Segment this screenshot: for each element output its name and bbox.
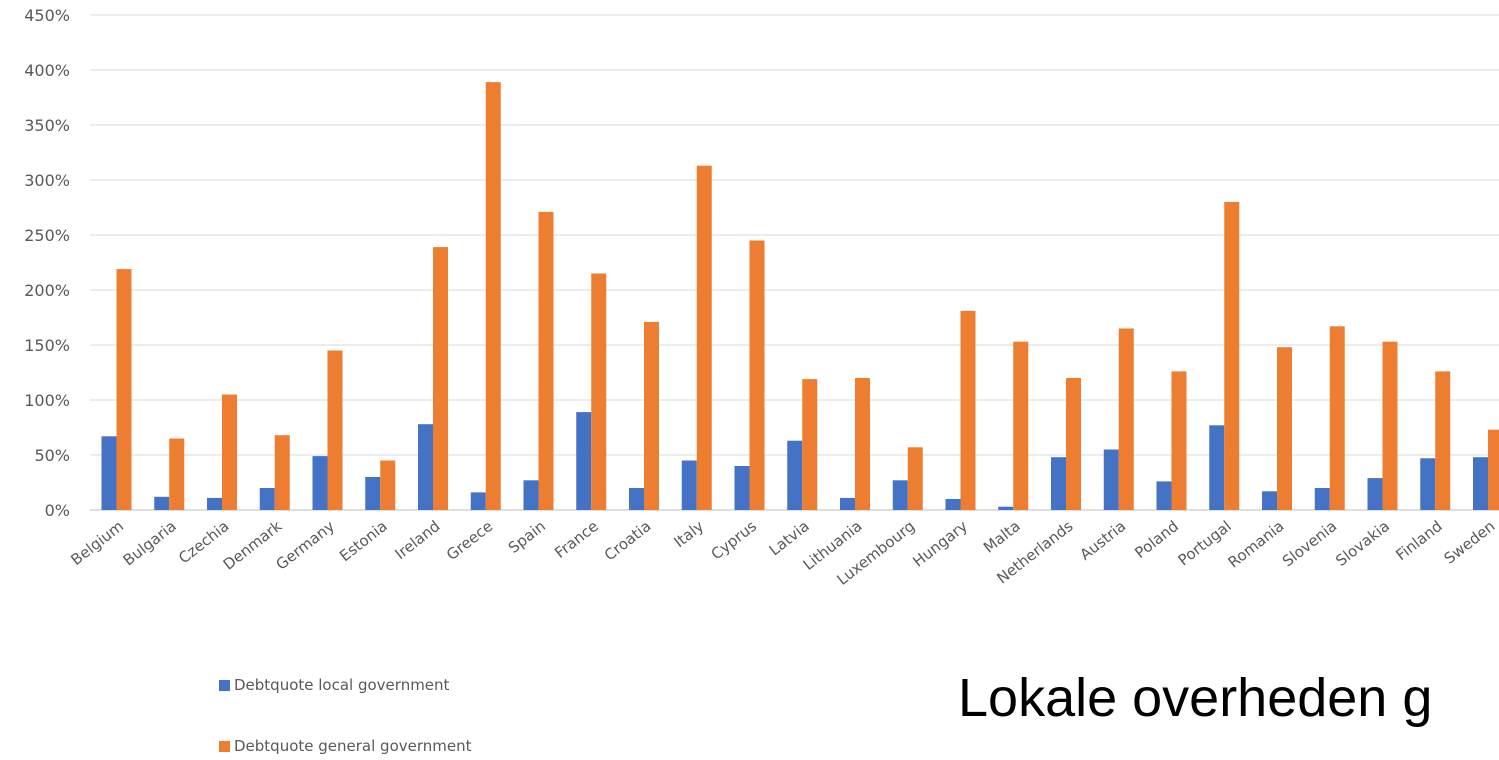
bar-local-croatia: [629, 488, 644, 510]
bar-general-hungary: [960, 310, 976, 510]
bar-local-greece: [470, 492, 486, 510]
bar-local-romania: [1262, 491, 1277, 510]
y-axis-ticks: 0% 50% 100% 150% 200% 250% 300% 350% 400% 450%: [24, 6, 70, 520]
bar-local-spain: [523, 480, 539, 510]
gridlines: [90, 14, 1499, 511]
x-tick-label: Romania: [1225, 517, 1288, 572]
bar-local-netherlands: [1051, 457, 1066, 510]
legend-swatch-local: [219, 679, 230, 691]
y-tick-label: 100%: [24, 391, 70, 410]
bar-local-austria: [1103, 449, 1119, 510]
bar-general-bulgaria: [169, 438, 185, 510]
x-tick-label: Malta: [980, 517, 1024, 557]
y-tick-label: 350%: [24, 116, 70, 135]
bar-general-latvia: [802, 379, 818, 510]
y-tick-label: 150%: [24, 336, 70, 355]
bar-general-slovakia: [1382, 341, 1398, 510]
bar-general-poland: [1171, 371, 1187, 510]
x-axis-labels: BelgiumBulgariaCzechiaDenmarkGermanyEsto…: [67, 517, 1498, 589]
bar-general-spain: [538, 211, 554, 510]
bar-local-belgium: [101, 436, 117, 510]
x-tick-label: Croatia: [601, 517, 655, 564]
x-tick-label: Sweden: [1441, 517, 1499, 568]
x-tick-label: Hungary: [909, 517, 971, 571]
x-tick-label: Denmark: [220, 517, 286, 574]
bar-local-hungary: [945, 499, 961, 510]
x-tick-label: Slovakia: [1332, 517, 1393, 570]
x-tick-label: Finland: [1392, 517, 1445, 564]
bar-local-germany: [312, 456, 328, 510]
x-tick-label: Estonia: [336, 517, 391, 565]
y-tick-label: 300%: [24, 171, 70, 190]
legend-item-local: Debtquote local government: [219, 676, 449, 694]
bar-general-finland: [1435, 371, 1451, 510]
bar-general-ireland: [433, 247, 448, 510]
bar-general-netherlands: [1066, 378, 1081, 510]
bar-local-czechia: [207, 497, 222, 510]
legend-swatch-general: [219, 740, 230, 752]
x-tick-label: Germany: [273, 517, 339, 574]
bar-general-austria: [1118, 328, 1134, 510]
y-tick-label: 50%: [34, 446, 70, 465]
bar-local-slovenia: [1314, 488, 1330, 510]
bar-general-romania: [1277, 347, 1292, 510]
x-tick-label: Austria: [1076, 517, 1129, 564]
bar-local-latvia: [787, 440, 803, 510]
y-tick-label: 450%: [24, 6, 70, 25]
bar-local-cyprus: [734, 466, 750, 510]
x-tick-label: France: [551, 517, 601, 562]
y-tick-label: 250%: [24, 226, 70, 245]
legend-item-general: Debtquote general government: [219, 737, 472, 755]
bar-local-luxembourg: [892, 480, 908, 510]
bar-local-lithuania: [840, 497, 855, 510]
bar-general-denmark: [274, 435, 290, 510]
y-tick-label: 200%: [24, 281, 70, 300]
bar-local-ireland: [418, 424, 433, 510]
bar-local-portugal: [1209, 425, 1225, 510]
bar-local-slovakia: [1367, 478, 1383, 510]
bar-general-portugal: [1224, 202, 1240, 510]
bar-local-malta: [998, 506, 1014, 510]
bar-general-belgium: [116, 269, 132, 510]
x-tick-label: Bulgaria: [120, 517, 180, 569]
bar-local-finland: [1420, 458, 1436, 510]
bar-general-slovenia: [1329, 326, 1345, 510]
bar-local-france: [576, 412, 592, 510]
bars: [101, 82, 1499, 510]
y-tick-label: 400%: [24, 61, 70, 80]
legend-label-general: Debtquote general government: [234, 737, 472, 755]
x-tick-label: Cyprus: [708, 517, 760, 564]
bar-general-cyprus: [749, 240, 765, 510]
bar-general-lithuania: [855, 378, 870, 510]
x-tick-label: Slovenia: [1279, 517, 1340, 570]
bar-general-luxembourg: [907, 447, 923, 510]
bar-general-malta: [1013, 341, 1029, 510]
y-tick-label: 0%: [45, 501, 70, 520]
bar-local-estonia: [365, 477, 381, 510]
bar-general-estonia: [380, 460, 396, 510]
x-tick-label: Ireland: [391, 517, 443, 563]
bar-general-sweden: [1488, 429, 1499, 510]
bar-local-italy: [681, 460, 697, 510]
x-tick-label: Belgium: [67, 517, 127, 569]
x-tick-label: Latvia: [766, 517, 813, 559]
x-tick-label: Italy: [670, 517, 707, 551]
bar-local-bulgaria: [154, 496, 170, 510]
bar-chart: 0% 50% 100% 150% 200% 250% 300% 350% 400% 450% Be…: [24, 6, 1499, 589]
overlay-title-text: Lokale overheden g: [958, 668, 1433, 728]
bar-local-denmark: [259, 488, 275, 510]
x-tick-label: Greece: [443, 517, 496, 564]
x-tick-label: Portugal: [1175, 517, 1235, 569]
bar-general-germany: [327, 350, 343, 510]
legend-label-local: Debtquote local government: [234, 676, 450, 694]
bar-general-croatia: [644, 321, 659, 510]
bar-general-france: [591, 273, 607, 510]
bar-general-czechia: [222, 394, 237, 510]
bar-local-sweden: [1473, 457, 1488, 510]
x-tick-label: Spain: [505, 517, 549, 557]
bar-general-italy: [696, 165, 712, 510]
bar-general-greece: [485, 82, 501, 510]
bar-local-poland: [1156, 481, 1172, 510]
